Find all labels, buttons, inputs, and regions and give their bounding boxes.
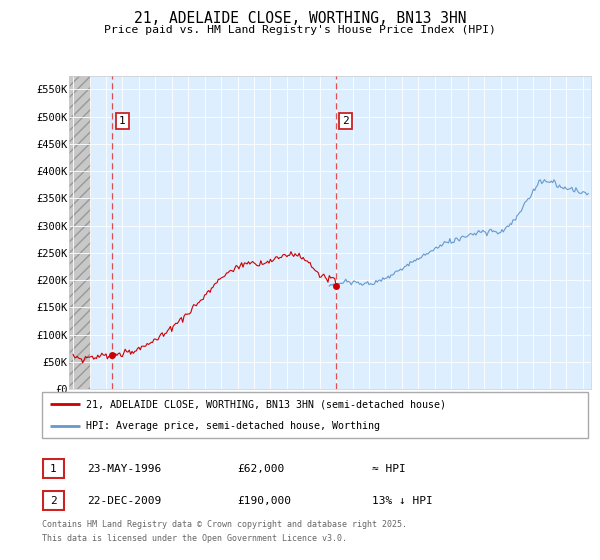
Text: HPI: Average price, semi-detached house, Worthing: HPI: Average price, semi-detached house,… bbox=[86, 421, 380, 431]
Text: £62,000: £62,000 bbox=[237, 464, 284, 474]
Text: 1: 1 bbox=[119, 116, 126, 126]
Text: £190,000: £190,000 bbox=[237, 496, 291, 506]
Text: 2: 2 bbox=[50, 496, 57, 506]
Text: 23-MAY-1996: 23-MAY-1996 bbox=[87, 464, 161, 474]
Text: Contains HM Land Registry data © Crown copyright and database right 2025.: Contains HM Land Registry data © Crown c… bbox=[42, 520, 407, 529]
Text: 1: 1 bbox=[50, 464, 57, 474]
Text: This data is licensed under the Open Government Licence v3.0.: This data is licensed under the Open Gov… bbox=[42, 534, 347, 543]
Text: Price paid vs. HM Land Registry's House Price Index (HPI): Price paid vs. HM Land Registry's House … bbox=[104, 25, 496, 35]
Text: 13% ↓ HPI: 13% ↓ HPI bbox=[372, 496, 433, 506]
Text: 22-DEC-2009: 22-DEC-2009 bbox=[87, 496, 161, 506]
Text: 2: 2 bbox=[343, 116, 349, 126]
Text: 21, ADELAIDE CLOSE, WORTHING, BN13 3HN: 21, ADELAIDE CLOSE, WORTHING, BN13 3HN bbox=[134, 11, 466, 26]
Text: ≈ HPI: ≈ HPI bbox=[372, 464, 406, 474]
Text: 21, ADELAIDE CLOSE, WORTHING, BN13 3HN (semi-detached house): 21, ADELAIDE CLOSE, WORTHING, BN13 3HN (… bbox=[86, 399, 446, 409]
